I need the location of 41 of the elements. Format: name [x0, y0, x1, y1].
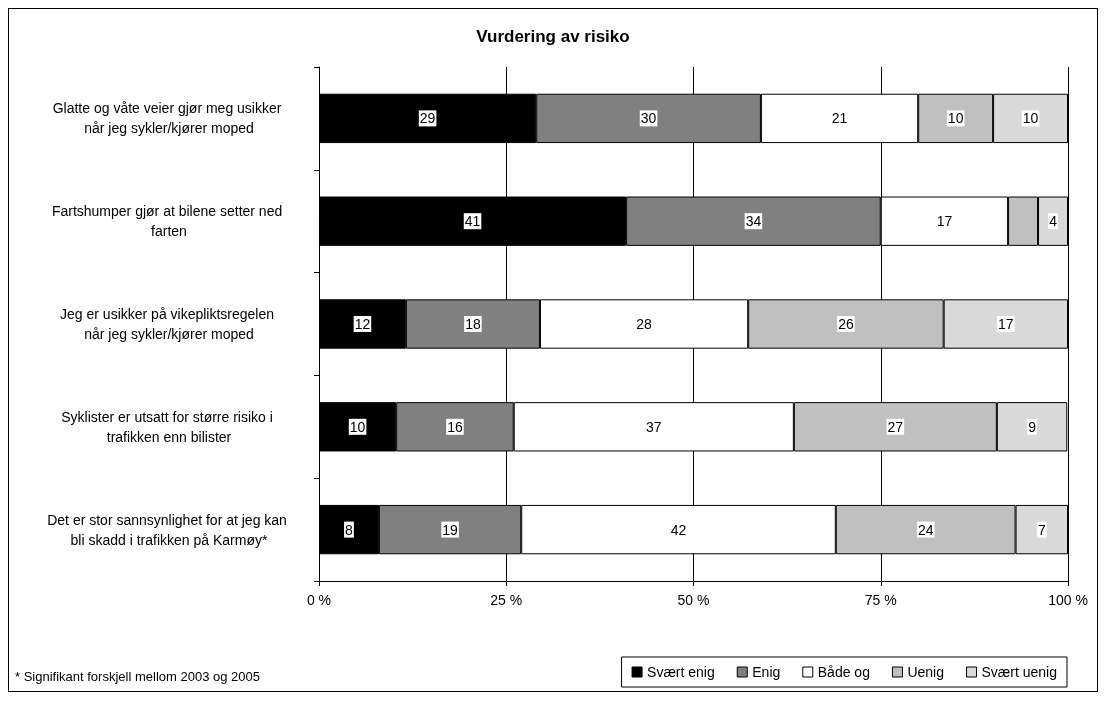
data-label: 8	[345, 521, 354, 538]
x-tick-label: 0 %	[306, 592, 332, 608]
data-label: 12	[354, 316, 371, 332]
y-tick-label: Det er stor sannsynlighet for at jeg kan bli skadd i trafikken på Karmøy*	[47, 511, 291, 548]
data-label: 34	[745, 213, 762, 230]
data-label: 24	[917, 521, 934, 538]
x-tick-label: 25 %	[490, 592, 523, 608]
y-tick-label: Glatte og våte veier gjør meg usikker når jeg sykler/kjører moped	[52, 100, 286, 137]
data-label: 29	[419, 110, 436, 127]
data-label: 42	[670, 521, 687, 538]
data-label: 19	[442, 521, 459, 538]
data-label: 10	[349, 418, 366, 435]
data-label: 28	[636, 316, 653, 332]
data-label: 16	[447, 418, 463, 435]
chart-title: Vurdering av risiko	[476, 27, 630, 46]
data-label: 10	[1022, 110, 1039, 127]
data-label: 41	[464, 213, 481, 230]
data-label: 26	[838, 316, 854, 332]
legend-label: Svært enig	[647, 664, 715, 680]
data-label: 4	[1049, 213, 1058, 230]
data-label: 18	[465, 316, 481, 332]
y-tick-label: Jeg er usikker på vikepliktsregelen når jeg sykler/kjører moped	[60, 306, 278, 342]
x-tick-label: 75 %	[864, 592, 897, 608]
y-tick-label: Syklister er utsatt for større risiko i trafikken enn bilister	[61, 408, 277, 445]
x-tick-label: 50 %	[677, 592, 710, 608]
data-label: 17	[998, 316, 1014, 332]
data-label: 21	[831, 110, 848, 127]
data-label: 10	[947, 110, 964, 127]
data-label: 30	[640, 110, 657, 127]
data-label: 7	[1037, 521, 1046, 538]
legend-label: Uenig	[907, 664, 945, 680]
data-label: 37	[646, 418, 662, 435]
data-label: 27	[887, 418, 904, 435]
legend-label: Enig	[752, 664, 781, 680]
x-tick-label: 100 %	[1048, 592, 1088, 608]
data-label: 17	[936, 213, 953, 230]
y-tick-label: Fartshumper gjør at bilene setter ned farten	[51, 203, 287, 240]
legend-label: Både og	[817, 664, 870, 680]
legend-label: Svært uenig	[981, 664, 1057, 680]
data-label: 9	[1028, 418, 1037, 435]
text: * Signifikant forskjell mellom 2003 og 2005	[15, 669, 260, 684]
